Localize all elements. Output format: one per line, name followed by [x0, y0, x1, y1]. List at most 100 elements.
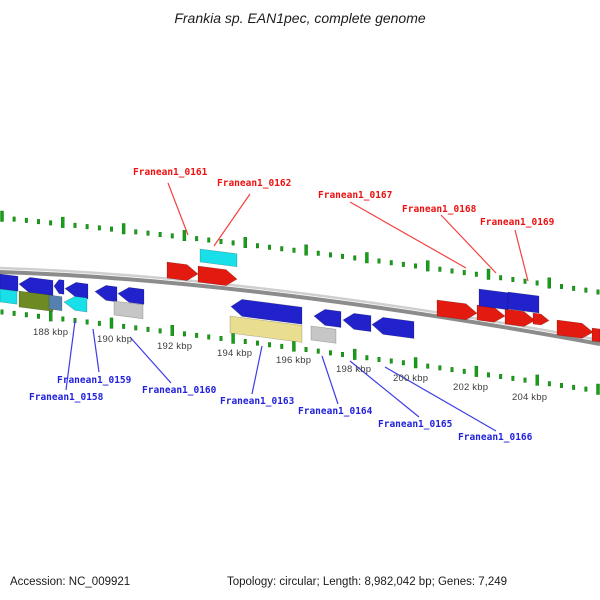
- ruler-minor-tick: [219, 336, 223, 341]
- leader-line: [349, 360, 420, 418]
- gene-label-franean1-0161[interactable]: Franean1_0161: [133, 167, 208, 178]
- ruler-minor-tick: [268, 342, 271, 348]
- ruler-minor-tick: [170, 233, 174, 239]
- ruler-minor-tick: [487, 372, 490, 378]
- ruler-minor-tick: [256, 243, 259, 249]
- gene-label-franean1-0166[interactable]: Franean1_0166: [458, 432, 533, 443]
- leader-line: [440, 214, 497, 274]
- gene-label-franean1-0160[interactable]: Franean1_0160: [142, 385, 217, 396]
- ruler-minor-tick: [450, 268, 454, 274]
- ruler-minor-tick: [499, 374, 503, 379]
- gene-label-franean1-0159[interactable]: Franean1_0159: [57, 375, 132, 386]
- ruler-minor-tick: [0, 309, 4, 315]
- ruler-major-tick: [292, 340, 296, 352]
- ruler-minor-tick: [572, 384, 576, 390]
- gene-glyph-blue[interactable]: [117, 287, 145, 305]
- gene-glyph-blue[interactable]: [53, 279, 65, 295]
- gene-label-franean1-0165[interactable]: Franean1_0165: [378, 419, 453, 430]
- leader-line: [321, 355, 339, 405]
- gene-glyph-red[interactable]: [436, 299, 478, 321]
- ruler-minor-tick: [219, 238, 223, 244]
- ruler-major-tick: [109, 317, 114, 329]
- ruler-major-tick: [596, 383, 600, 395]
- ruler-major-tick: [243, 237, 248, 249]
- ruler-major-tick: [365, 252, 369, 264]
- ruler-minor-tick: [596, 289, 600, 295]
- ruler-minor-tick: [547, 381, 551, 387]
- ruler-minor-tick: [401, 261, 405, 267]
- gene-glyph-blue[interactable]: [478, 288, 509, 311]
- gene-glyphs: [0, 248, 600, 344]
- gene-label-franean1-0168[interactable]: Franean1_0168: [402, 204, 477, 215]
- ruler-label-192kbp: 192 kbp: [157, 341, 193, 352]
- leader-line: [251, 345, 263, 395]
- leader-line: [129, 336, 172, 384]
- leader-line: [514, 229, 529, 282]
- ruler-major-tick: [49, 310, 53, 322]
- ruler-label-202kbp: 202 kbp: [453, 382, 489, 393]
- ruler-major-tick: [547, 277, 551, 289]
- ruler-minor-tick: [37, 313, 40, 319]
- gene-glyph-cyan[interactable]: [199, 248, 238, 268]
- ruler-minor-tick: [316, 348, 320, 354]
- gene-label-franean1-0158[interactable]: Franean1_0158: [29, 392, 104, 403]
- ruler-minor-tick: [341, 253, 344, 259]
- ruler-minor-tick: [523, 377, 527, 383]
- ruler-minor-tick: [292, 247, 296, 253]
- ruler-minor-tick: [438, 365, 442, 371]
- gene-glyph-blue[interactable]: [371, 317, 415, 339]
- ruler-major-tick: [121, 223, 126, 235]
- ruler-minor-tick: [49, 220, 53, 226]
- gene-glyph-khaki[interactable]: [229, 315, 303, 343]
- gene-glyph-cyan[interactable]: [0, 288, 18, 305]
- gene-glyph-red[interactable]: [591, 327, 600, 343]
- gene-glyph-gray[interactable]: [310, 325, 337, 344]
- ruler-minor-tick: [450, 367, 454, 373]
- ruler-major-tick: [182, 230, 187, 242]
- gene-glyph-blue[interactable]: [0, 273, 19, 292]
- gene-glyph-blue[interactable]: [94, 285, 118, 303]
- gene-label-franean1-0163[interactable]: Franean1_0163: [220, 396, 295, 407]
- gene-glyph-steel[interactable]: [48, 294, 63, 312]
- gene-glyph-red[interactable]: [504, 308, 536, 327]
- gene-glyph-red[interactable]: [556, 319, 594, 339]
- gene-glyph-red[interactable]: [532, 312, 550, 326]
- ruler-minor-tick: [329, 252, 332, 258]
- ruler-minor-tick: [353, 255, 357, 261]
- gene-glyph-red[interactable]: [166, 261, 199, 281]
- gene-glyph-blue[interactable]: [313, 309, 342, 328]
- leader-line: [167, 182, 189, 236]
- gene-glyph-blue[interactable]: [18, 277, 54, 297]
- ruler-minor-tick: [535, 280, 539, 286]
- gene-glyph-cyan[interactable]: [63, 296, 88, 313]
- gene-glyph-red[interactable]: [197, 265, 238, 286]
- ruler-minor-tick: [499, 275, 503, 281]
- ruler-label-190kbp: 190 kbp: [97, 334, 133, 345]
- ruler-major-tick: [0, 210, 4, 222]
- ruler-label-194kbp: 194 kbp: [217, 348, 253, 359]
- ruler-minor-tick: [207, 237, 211, 243]
- gene-glyph-blue[interactable]: [342, 313, 372, 332]
- gene-glyph-blue[interactable]: [64, 282, 89, 300]
- ruler-minor-tick: [584, 287, 588, 293]
- ruler-minor-tick: [85, 224, 89, 230]
- ruler-minor-tick: [377, 258, 381, 264]
- gene-label-franean1-0167[interactable]: Franean1_0167: [318, 190, 393, 201]
- ruler-minor-tick: [231, 240, 235, 246]
- gene-label-franean1-0169[interactable]: Franean1_0169: [480, 217, 555, 228]
- ruler-minor-tick: [97, 225, 101, 231]
- ruler-major-tick: [353, 348, 357, 360]
- ruler-major-tick: [474, 365, 479, 377]
- ruler-minor-tick: [268, 244, 271, 250]
- gene-glyph-blue[interactable]: [507, 291, 540, 314]
- ruler-minor-tick: [256, 340, 259, 346]
- gene-label-franean1-0162[interactable]: Franean1_0162: [217, 178, 292, 189]
- ruler-major-tick: [170, 325, 175, 336]
- gene-glyph-olive[interactable]: [18, 290, 54, 312]
- gene-glyph-blue[interactable]: [230, 299, 303, 325]
- gene-label-franean1-0164[interactable]: Franean1_0164: [298, 406, 373, 417]
- ruler-minor-tick: [401, 360, 405, 366]
- gene-glyph-gray[interactable]: [113, 300, 144, 320]
